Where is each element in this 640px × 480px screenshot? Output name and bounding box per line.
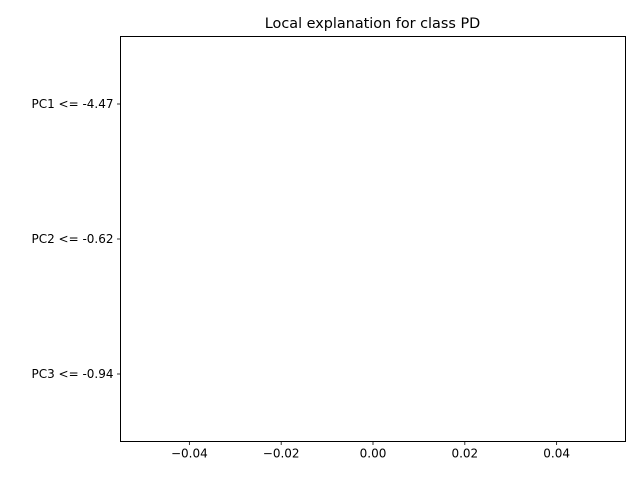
y-axis-ticks: PC3 <= -0.94 PC2 <= -0.62 PC1 <= -4.47 bbox=[31, 97, 121, 381]
chart-title: Local explanation for class PD bbox=[265, 16, 480, 32]
y-tick-label: PC1 <= -4.47 bbox=[31, 97, 113, 111]
x-axis-ticks: −0.04 −0.02 0.00 0.02 0.04 bbox=[171, 441, 570, 460]
x-tick-label: −0.04 bbox=[171, 446, 208, 460]
x-tick-label: 0.02 bbox=[451, 446, 478, 460]
x-tick-label: −0.02 bbox=[263, 446, 300, 460]
x-tick-label: 0.04 bbox=[543, 446, 570, 460]
plot-frame bbox=[120, 36, 626, 442]
y-tick-label: PC3 <= -0.94 bbox=[31, 367, 113, 381]
y-tick-label: PC2 <= -0.62 bbox=[31, 232, 113, 246]
x-tick-label: 0.00 bbox=[360, 446, 387, 460]
